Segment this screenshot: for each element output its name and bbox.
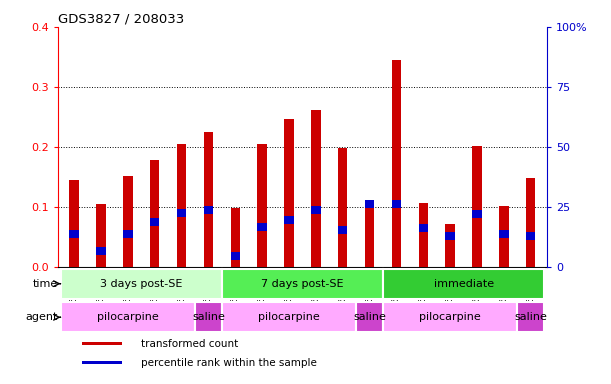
Text: saline: saline [514,312,547,322]
Bar [499,206,508,267]
Text: 7 days post-SE: 7 days post-SE [261,279,344,289]
Text: GDS3827 / 208033: GDS3827 / 208033 [58,13,185,26]
Bar [177,144,186,267]
Bar [97,204,106,267]
Bar [338,226,348,234]
Text: pilocarpine: pilocarpine [419,312,481,322]
Bar [82,342,122,345]
Text: saline: saline [353,312,386,322]
Text: pilocarpine: pilocarpine [258,312,320,322]
Bar [123,176,133,267]
Text: immediate: immediate [434,279,494,289]
Text: 3 days post-SE: 3 days post-SE [100,279,183,289]
Bar [445,232,455,240]
Bar [419,224,428,232]
Bar [445,223,455,267]
Text: pilocarpine: pilocarpine [97,312,159,322]
Bar [526,178,535,267]
Bar [472,146,481,267]
Bar [203,132,213,267]
Bar [338,148,348,267]
Bar [365,200,375,208]
Bar [60,302,195,333]
Bar [311,206,321,214]
Bar [257,223,267,231]
Bar [518,302,544,333]
Bar [383,268,544,299]
Bar [123,230,133,238]
Bar [419,203,428,267]
Bar [311,110,321,267]
Bar [472,210,481,218]
Bar [526,232,535,240]
Bar [177,209,186,217]
Bar [284,119,294,267]
Bar [499,230,508,238]
Bar [70,230,79,238]
Bar [392,200,401,208]
Bar [97,247,106,255]
Bar [392,60,401,267]
Bar [150,218,159,226]
Bar [383,302,518,333]
Bar [60,268,222,299]
Bar [230,208,240,267]
Text: percentile rank within the sample: percentile rank within the sample [141,358,317,368]
Bar [82,361,122,364]
Bar [222,302,356,333]
Bar [356,302,383,333]
Bar [203,206,213,214]
Bar [365,204,375,267]
Text: agent: agent [25,312,57,322]
Text: saline: saline [192,312,225,322]
Bar [284,216,294,223]
Bar [70,180,79,267]
Bar [150,160,159,267]
Text: transformed count: transformed count [141,339,238,349]
Bar [230,252,240,260]
Bar [222,268,383,299]
Bar [257,144,267,267]
Bar [195,302,222,333]
Text: time: time [32,279,57,289]
